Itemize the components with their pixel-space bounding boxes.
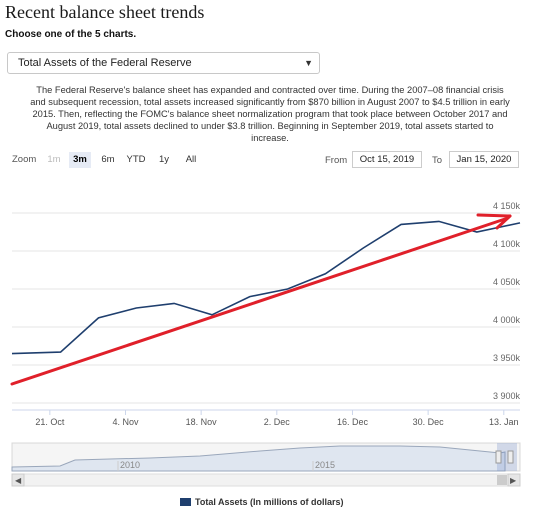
chevron-down-icon: ▼ xyxy=(304,58,313,68)
x-tick-label: 13. Jan xyxy=(489,417,519,427)
zoom-6m-button[interactable]: 6m xyxy=(101,154,115,165)
legend-series-name: Total Assets (In millions of dollars) xyxy=(195,497,344,507)
zoom-label: Zoom xyxy=(12,154,37,165)
y-tick-label: 4 100k xyxy=(493,239,521,249)
navigator-series xyxy=(11,445,506,472)
zoom-1y-button[interactable]: 1y xyxy=(158,154,170,165)
y-tick-label: 4 000k xyxy=(493,315,521,325)
scrollbar-thumb[interactable] xyxy=(497,475,507,485)
navigator-selection[interactable] xyxy=(497,443,517,471)
y-tick-label: 3 900k xyxy=(493,391,521,401)
x-tick-label: 21. Oct xyxy=(35,417,65,427)
arrow-head-lower xyxy=(495,214,512,230)
arrow-head-upper xyxy=(476,213,512,218)
arrow-shaft xyxy=(10,216,510,386)
navigator-scrollbar[interactable] xyxy=(11,473,521,487)
page-title: Recent balance sheet trends xyxy=(5,2,205,22)
chart-select-dropdown[interactable]: Total Assets of the Federal Reserve ▼ xyxy=(7,52,320,74)
y-tick-label: 3 950k xyxy=(493,353,521,363)
x-tick-label: 4. Nov xyxy=(112,417,139,427)
zoom-ytd-button[interactable]: YTD xyxy=(126,154,146,165)
navigator-right-handle[interactable] xyxy=(507,450,514,464)
navigator-left-handle[interactable] xyxy=(495,450,502,464)
navigator-label-2010: 2010 xyxy=(120,460,140,470)
to-label: To xyxy=(432,155,443,166)
chart-chooser-label: Choose one of the 5 charts. xyxy=(5,29,137,40)
navigator-label-2015: 2015 xyxy=(315,460,335,470)
legend-swatch xyxy=(180,498,191,506)
zoom-1m-button[interactable]: 1m xyxy=(47,154,61,165)
red-arrow-annotation xyxy=(10,213,512,386)
x-tick-label: 18. Nov xyxy=(186,417,218,427)
zoom-all-button[interactable]: All xyxy=(185,154,197,165)
scroll-left-button[interactable] xyxy=(11,473,25,487)
total-assets-line[interactable] xyxy=(11,220,521,355)
y-tick-label: 4 150k xyxy=(493,201,521,211)
chart-select-value: Total Assets of the Federal Reserve xyxy=(18,57,192,69)
scroll-right-button[interactable] xyxy=(507,473,521,487)
x-tick-label: 16. Dec xyxy=(337,417,369,427)
from-label: From xyxy=(325,155,348,166)
chevron-right-icon: ▶ xyxy=(510,476,517,485)
zoom-3m-button[interactable]: 3m xyxy=(69,152,91,168)
chevron-left-icon: ◀ xyxy=(15,476,22,485)
x-tick-label: 2. Dec xyxy=(264,417,291,427)
chart-legend[interactable]: Total Assets (In millions of dollars) xyxy=(180,497,344,507)
chart-description: The Federal Reserve's balance sheet has … xyxy=(30,85,510,143)
x-tick-label: 30. Dec xyxy=(413,417,445,427)
from-date-input[interactable]: Oct 15, 2019 xyxy=(352,151,422,168)
to-date-input[interactable]: Jan 15, 2020 xyxy=(449,151,519,168)
y-tick-label: 4 050k xyxy=(493,277,521,287)
